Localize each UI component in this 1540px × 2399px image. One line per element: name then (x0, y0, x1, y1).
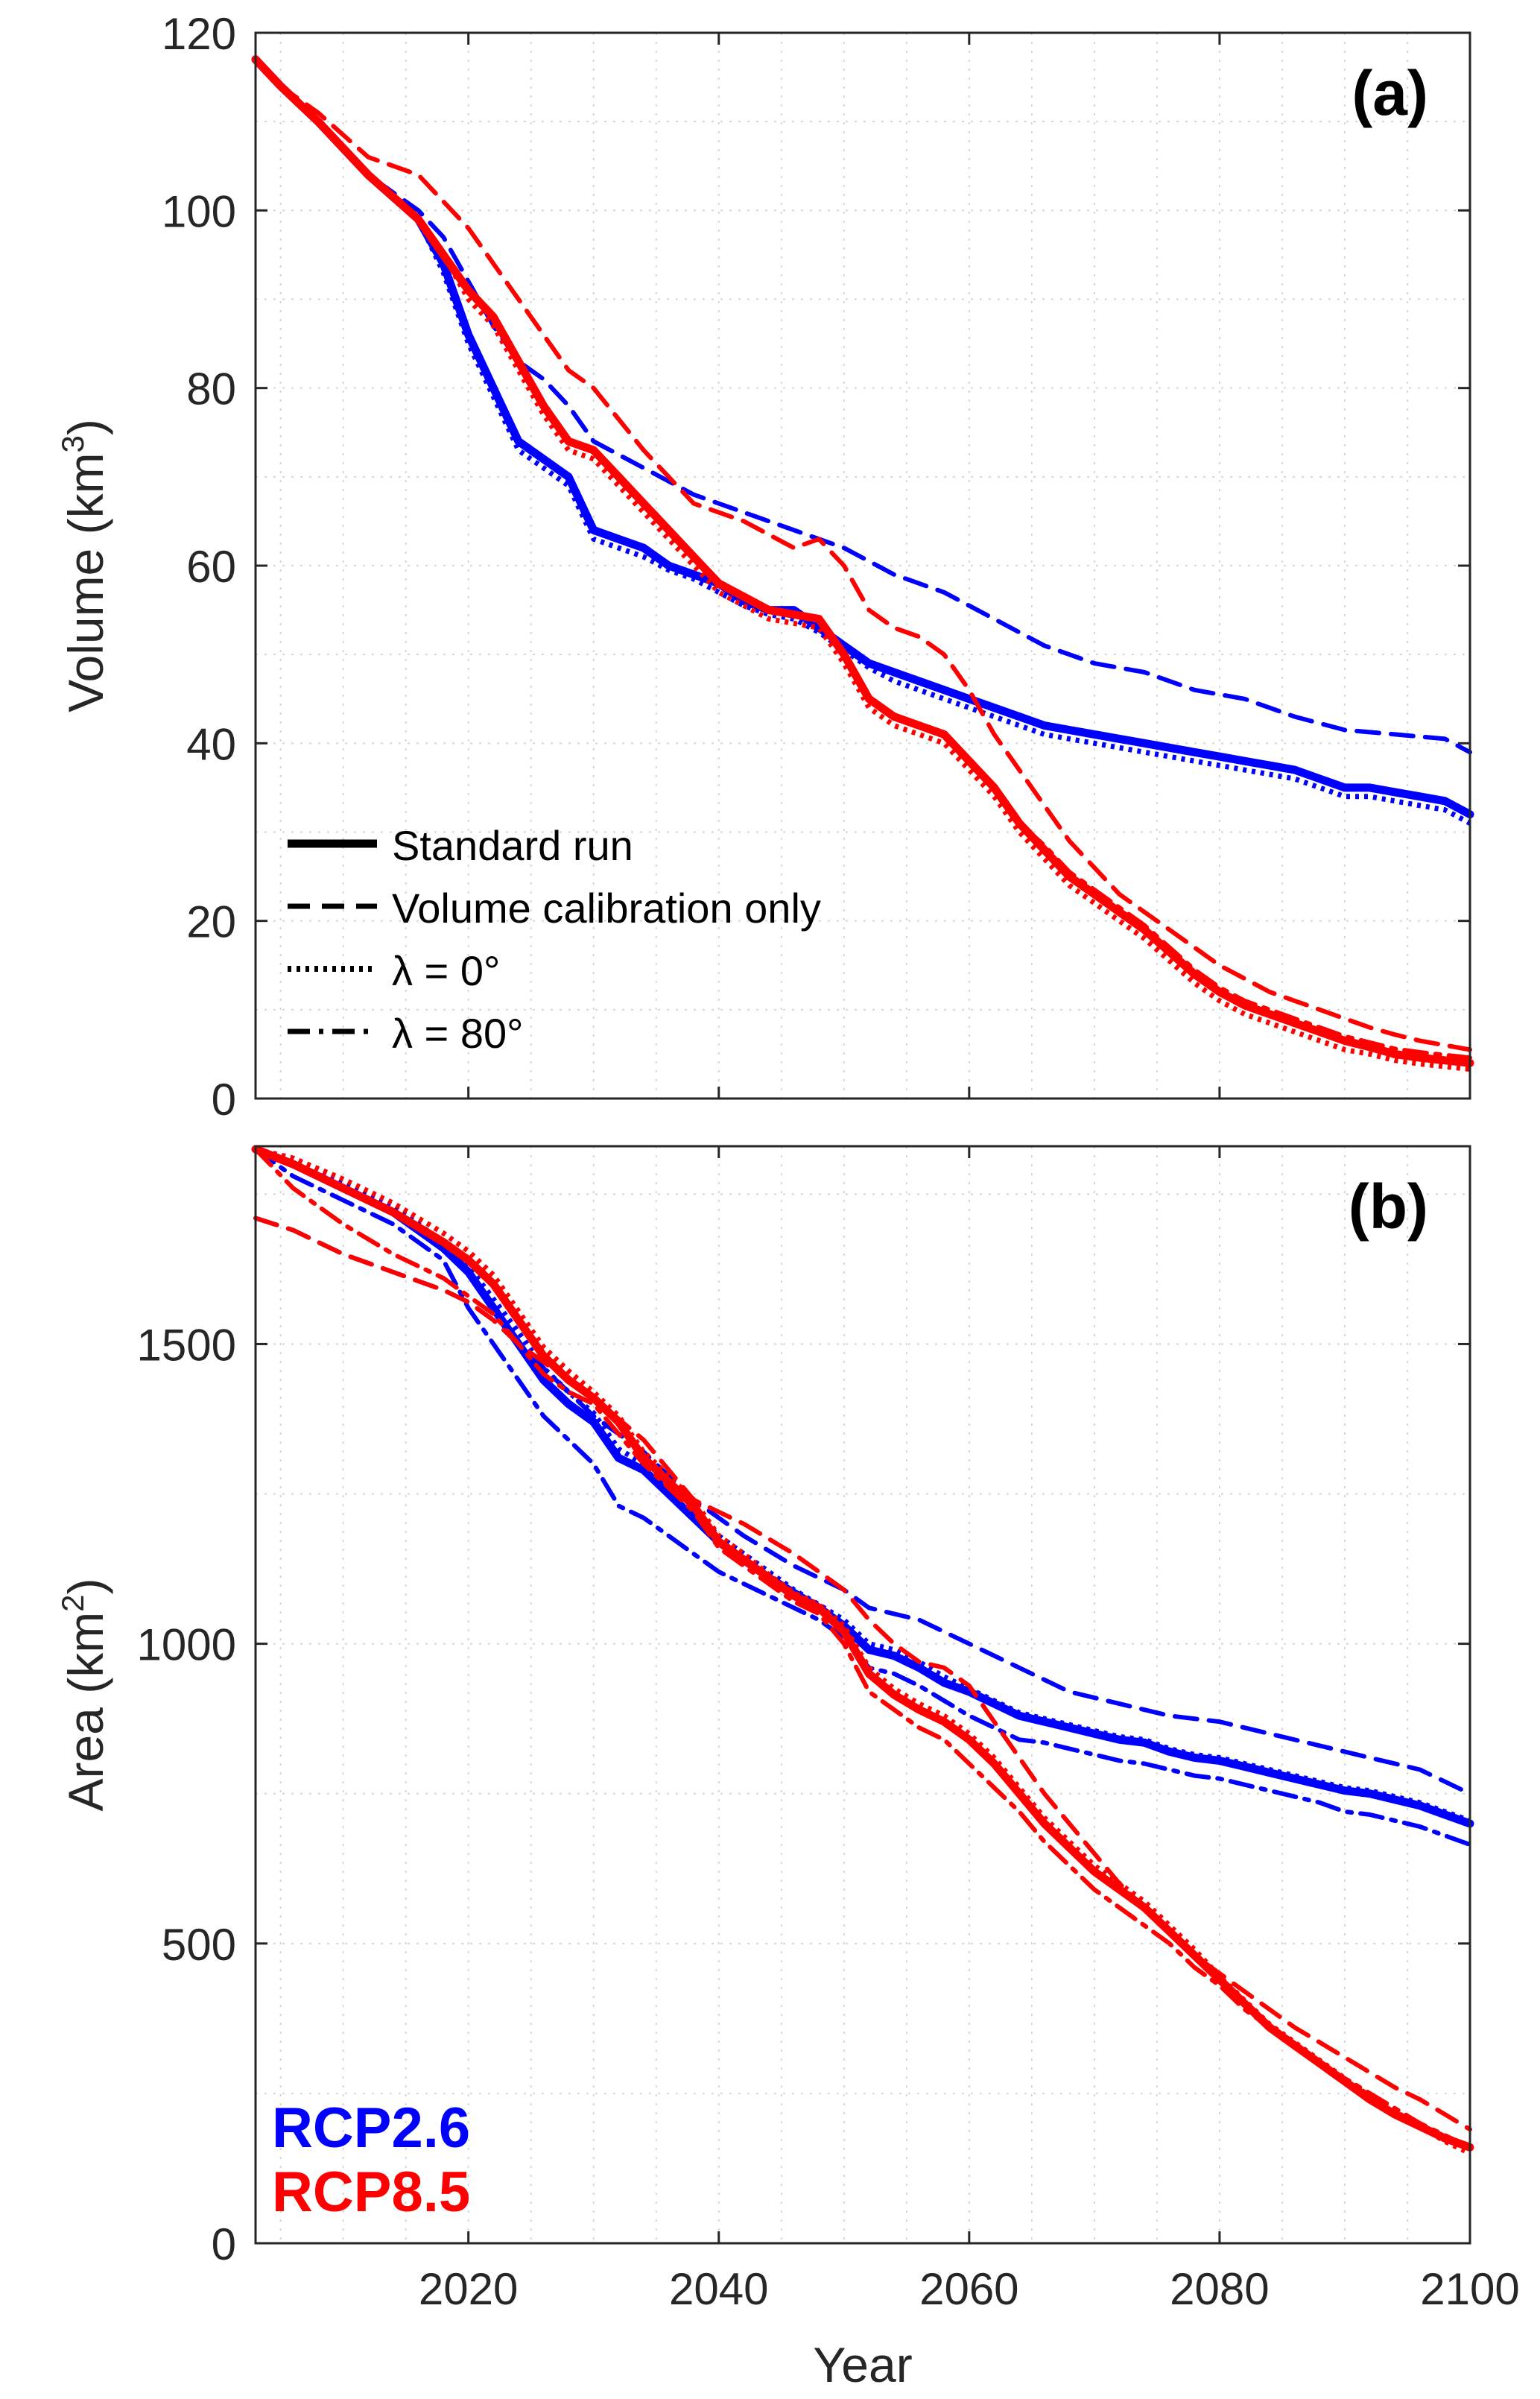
x-tick-label: 2060 (919, 2264, 1018, 2314)
legend-label-dashed: Volume calibration only (392, 885, 821, 932)
panel-b-area: 0 500 1000 1500 2020 2040 2060 2080 2100 Area (km… (55, 1145, 1520, 2392)
series-RCP85-dashdot-a (253, 57, 1472, 1061)
panel-a-volume: 0 20 40 60 80 100 120 Volume (km3) (a) Standard r… (55, 9, 1474, 1125)
y-axis-label-a: Volume (km3) (55, 419, 113, 712)
series-RCP85-dotted-b (255, 1146, 1471, 2156)
series-RCP85-dashed-a (253, 57, 1472, 1052)
y-tick-label-a: 100 (162, 186, 236, 236)
plot-area-b (256, 1146, 1470, 2243)
y-tick-label-b: 1500 (137, 1320, 236, 1370)
series-RCP26-dashdot-b (253, 1147, 1472, 1848)
panel-label-a: (a) (1352, 58, 1428, 128)
x-tick-label: 2080 (1170, 2264, 1269, 2314)
x-tick-label: 2040 (669, 2264, 768, 2314)
x-tick-label: 2100 (1420, 2264, 1519, 2314)
legend-label-solid: Standard run (392, 822, 633, 869)
panel-label-b: (b) (1349, 1172, 1428, 1242)
series-RCP85-dashdot-b (253, 1147, 1472, 2150)
scenario-label-RCP85: RCP8.5 (272, 2161, 470, 2224)
series-RCP26-dashed-a (253, 57, 1472, 755)
y-tick-label-b: 1000 (137, 1620, 236, 1670)
y-tick-label-a: 20 (186, 897, 236, 947)
series-RCP26-solid-a (251, 55, 1474, 819)
series-RCP26-dotted-b (255, 1146, 1471, 1824)
axes-box-b (254, 1145, 1471, 2245)
x-axis-label: Year (813, 2337, 912, 2392)
y-axis-label-b: Area (km2) (55, 1578, 113, 1811)
scenario-label-RCP26: RCP2.6 (272, 2096, 470, 2160)
y-tick-label-a: 0 (212, 1075, 236, 1125)
y-tick-label-a: 40 (186, 719, 236, 769)
y-tick-label-a: 120 (162, 9, 236, 59)
y-tick-label-a: 80 (186, 364, 236, 414)
y-tick-label-a: 60 (186, 542, 236, 592)
legend-label-dotted: λ = 0° (392, 947, 500, 994)
y-tick-label-b: 0 (212, 2219, 236, 2269)
y-tick-label-b: 500 (162, 1920, 236, 1970)
x-tick-label: 2020 (419, 2264, 518, 2314)
series-RCP26-solid-b (251, 1145, 1474, 1828)
legend-label-dashdot: λ = 80° (392, 1010, 524, 1057)
series-RCP85-dotted-a (253, 57, 1471, 1072)
